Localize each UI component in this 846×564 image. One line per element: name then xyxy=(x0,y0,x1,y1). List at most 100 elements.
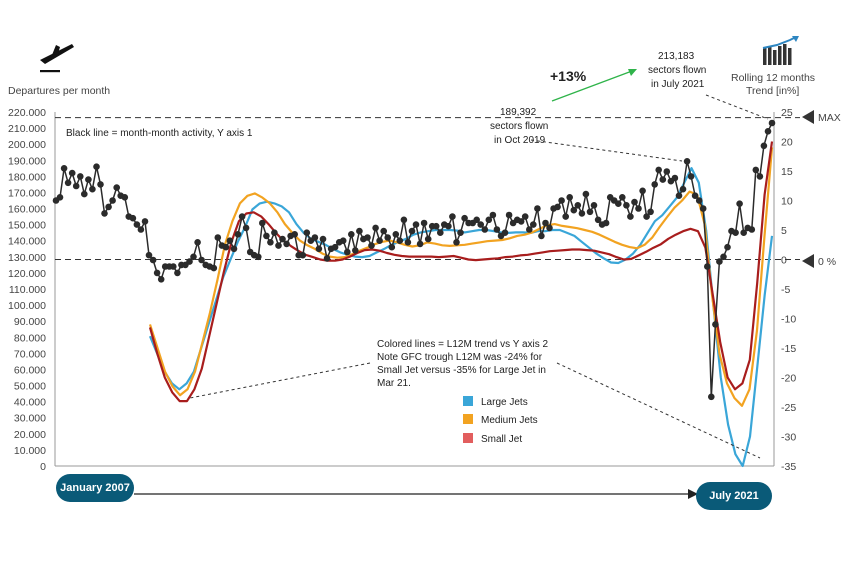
series-line-small-jet xyxy=(148,141,774,403)
note-colored-line-2: Note GFC trough L12M was -24% for xyxy=(377,352,543,363)
departures-point xyxy=(764,128,772,135)
departures-point xyxy=(89,185,96,193)
right-axis-label-1: Rolling 12 months xyxy=(731,72,815,84)
departures-point xyxy=(651,181,658,188)
departures-point xyxy=(449,213,456,220)
departures-point xyxy=(396,237,404,244)
departures-point xyxy=(712,321,719,328)
departures-point xyxy=(121,194,129,201)
departures-point xyxy=(64,179,72,187)
departures-point xyxy=(77,173,84,180)
left-tick-label: 150.000 xyxy=(8,220,46,232)
departures-point xyxy=(279,235,286,243)
departures-point xyxy=(72,182,80,190)
departures-point xyxy=(740,229,747,236)
departures-point xyxy=(230,245,238,253)
series-line-medium-jets xyxy=(148,147,774,407)
departures-point xyxy=(97,181,104,188)
timeline-arrowhead xyxy=(688,489,698,499)
left-tick-label: 160.000 xyxy=(8,204,46,216)
departures-point xyxy=(145,251,153,259)
departures-point xyxy=(635,205,642,212)
departures-point xyxy=(364,234,371,241)
departures-point xyxy=(663,168,671,175)
right-tick-label: -5 xyxy=(781,284,790,296)
legend-label-small-jet: Small Jet xyxy=(481,434,522,445)
departures-point xyxy=(578,210,586,217)
left-tick-label: 70.000 xyxy=(14,348,46,360)
right-tick-label: -25 xyxy=(781,402,796,414)
jul2021-line-2: sectors flown xyxy=(648,65,706,76)
departures-point xyxy=(659,176,667,183)
departures-point xyxy=(113,184,120,191)
departures-point xyxy=(323,255,331,262)
departures-point xyxy=(481,226,489,233)
departures-point xyxy=(748,226,756,233)
right-tick-label: 15 xyxy=(781,166,793,178)
departures-point xyxy=(493,226,501,233)
note-colored-line-1: Colored lines = L12M trend vs Y axis 2 xyxy=(377,339,549,350)
right-axis-label-2: Trend [in%] xyxy=(746,85,799,97)
departures-point xyxy=(214,234,222,241)
departures-point xyxy=(526,226,533,233)
series-line-large-jets xyxy=(148,167,774,468)
oct2019-line-3: in Oct 2019 xyxy=(494,135,546,146)
zero-label: 0 % xyxy=(818,256,836,268)
departures-point xyxy=(392,231,400,238)
departures-point xyxy=(303,229,311,236)
departures-point xyxy=(384,234,392,241)
departures-point xyxy=(60,165,68,172)
departures-point xyxy=(477,221,485,228)
departures-point xyxy=(315,245,323,253)
departures-point xyxy=(254,253,262,261)
departures-point xyxy=(570,206,578,214)
departures-point xyxy=(586,208,594,216)
departures-point xyxy=(699,205,707,212)
annotation-oct-2019: 189,392 sectors flown in Oct 2019 xyxy=(490,107,683,162)
series-layer xyxy=(52,119,776,468)
departures-point xyxy=(521,213,529,220)
departures-point xyxy=(267,239,274,246)
departures-point xyxy=(368,242,375,249)
right-tick-label: -35 xyxy=(781,461,796,473)
departures-point xyxy=(68,169,76,177)
departures-point xyxy=(687,173,695,180)
departures-point xyxy=(356,227,363,235)
departures-point xyxy=(331,243,339,251)
departures-point xyxy=(85,176,92,183)
departures-point xyxy=(319,235,327,243)
departure-plane-icon xyxy=(40,44,74,73)
jul2021-line-3: in July 2021 xyxy=(651,79,705,90)
departures-point xyxy=(683,158,691,165)
right-tick-label: -10 xyxy=(781,314,796,326)
series-line-departures xyxy=(55,122,773,397)
departures-point xyxy=(752,166,760,174)
departures-point xyxy=(416,240,424,248)
departures-point xyxy=(631,198,638,206)
departures-point xyxy=(400,216,408,224)
right-tick-label: 0 xyxy=(781,255,787,267)
left-tick-label: 200.000 xyxy=(8,139,46,151)
departures-point xyxy=(732,229,739,236)
right-tick-label: 5 xyxy=(781,225,787,237)
departures-point xyxy=(602,219,610,227)
right-tick-label: 20 xyxy=(781,137,793,149)
trend-chart-icon xyxy=(762,36,799,65)
departures-point xyxy=(720,253,727,261)
departures-point xyxy=(756,173,764,180)
departures-point xyxy=(198,256,205,264)
departures-point xyxy=(760,142,768,150)
departures-point xyxy=(530,221,537,228)
left-tick-label: 30.000 xyxy=(14,413,46,425)
left-tick-label: 90.000 xyxy=(14,316,46,328)
departures-point xyxy=(157,276,165,283)
legend-label-large-jets: Large Jets xyxy=(481,397,528,408)
departures-point xyxy=(339,237,347,244)
note-colored-line-4: Mar 21. xyxy=(377,378,411,389)
left-tick-label: 170.000 xyxy=(8,187,46,199)
legend: Large Jets Medium Jets Small Jet xyxy=(463,396,538,445)
departures-point xyxy=(259,219,266,227)
departures-point xyxy=(457,229,464,236)
departures-point xyxy=(643,213,650,220)
oct2019-line-2: sectors flown xyxy=(490,121,548,132)
